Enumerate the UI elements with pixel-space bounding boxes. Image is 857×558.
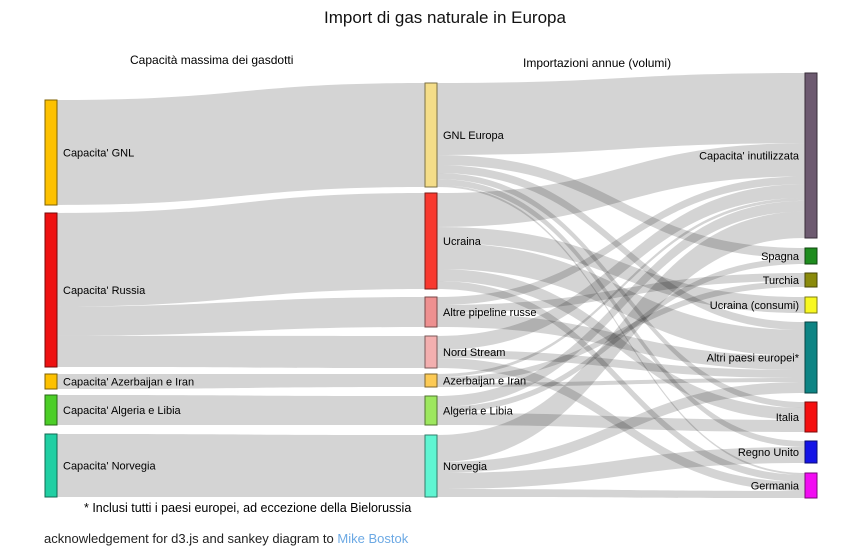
sankey-link-gnl_europa-altri_paesi xyxy=(437,165,805,330)
sankey-node-cap_norvegia[interactable] xyxy=(44,433,58,498)
sankey-link-aziran-turchia xyxy=(437,281,805,383)
page-title: Import di gas naturale in Europa xyxy=(324,8,566,27)
sankey-node-aziran[interactable] xyxy=(424,373,438,388)
sankey-link-gnl_europa-spagna xyxy=(437,155,805,258)
node-label-regno_unito: Regno Unito xyxy=(738,447,799,459)
right-column-header: Importazioni annue (volumi) xyxy=(523,56,672,70)
sankey-node-ucraina[interactable] xyxy=(424,192,438,290)
sankey-node-algeria[interactable] xyxy=(424,395,438,426)
node-label-ucraina: Ucraina xyxy=(443,236,482,248)
sankey-node-cap_algeria[interactable] xyxy=(44,394,58,426)
sankey-node-turchia[interactable] xyxy=(804,272,818,288)
footnote: * Inclusi tutti i paesi europei, ad ecce… xyxy=(84,501,412,515)
sankey-link-nord_stream-germania xyxy=(437,358,805,491)
sankey-link-gnl_europa-italia xyxy=(437,173,805,408)
sankey-node-norvegia[interactable] xyxy=(424,434,438,498)
sankey-node-gnl_europa[interactable] xyxy=(424,82,438,188)
sankey-link-ucraina-italia xyxy=(437,269,805,420)
sankey-link-aziran-inutilizzata xyxy=(437,197,805,377)
node-label-germania: Germania xyxy=(751,481,800,493)
sankey-link-gnl_europa-germania xyxy=(437,185,805,475)
sankey-link-altre_russe-inutilizzata xyxy=(437,176,805,305)
sankey-link-norvegia-germania xyxy=(437,489,805,498)
sankey-node-cap_gnl[interactable] xyxy=(44,99,58,206)
node-label-altri_paesi: Altri paesi europei* xyxy=(707,353,800,365)
sankey-node-cap_aziran[interactable] xyxy=(44,373,58,390)
node-label-italia: Italia xyxy=(776,412,800,424)
node-label-ucraina_consumi: Ucraina (consumi) xyxy=(710,300,799,312)
sankey-link-cap_algeria-algeria xyxy=(57,395,425,425)
sankey-node-inutilizzata[interactable] xyxy=(804,72,818,239)
sankey-link-ucraina-altri_paesi xyxy=(437,243,805,356)
sankey-link-cap_aziran-aziran xyxy=(57,374,425,389)
sankey-node-germania[interactable] xyxy=(804,472,818,499)
sankey-link-cap_gnl-gnl_europa xyxy=(57,83,425,205)
acknowledgement-link[interactable]: Mike Bostok xyxy=(337,531,409,546)
node-label-cap_algeria: Capacita' Algeria e Libia xyxy=(63,405,182,417)
node-label-altre_russe: Altre pipeline russe xyxy=(443,307,537,319)
sankey-node-altri_paesi[interactable] xyxy=(804,321,818,394)
left-column-header: Capacità massima dei gasdotti xyxy=(130,53,294,67)
sankey-link-nord_stream-altri_paesi xyxy=(437,350,805,378)
sankey-link-altre_russe-turchia xyxy=(437,273,805,313)
sankey-link-cap_russia-ucraina xyxy=(57,193,425,307)
node-label-cap_norvegia: Capacita' Norvegia xyxy=(63,461,156,473)
node-label-algeria: Algeria e Libia xyxy=(443,406,514,418)
sankey-link-ucraina-ucraina_consumi xyxy=(437,227,805,313)
acknowledgement: acknowledgement for d3.js and sankey dia… xyxy=(44,531,408,546)
node-label-aziran: Azerbaijan e Iran xyxy=(443,376,526,388)
node-label-cap_russia: Capacita' Russia xyxy=(63,285,146,297)
sankey-link-algeria-italia xyxy=(437,413,805,432)
node-label-gnl_europa: GNL Europa xyxy=(443,130,505,142)
sankey-link-nord_stream-inutilizzata xyxy=(437,184,805,350)
sankey-node-nord_stream[interactable] xyxy=(424,335,438,369)
sankey-link-ucraina-inutilizzata xyxy=(437,143,805,227)
sankey-link-ucraina-germania xyxy=(437,281,805,482)
node-label-turchia: Turchia xyxy=(763,275,800,287)
sankey-node-spagna[interactable] xyxy=(804,247,818,265)
sankey-link-aziran-altri_paesi xyxy=(437,378,805,387)
node-label-spagna: Spagna xyxy=(761,251,800,263)
sankey-link-cap_russia-altre_russe xyxy=(57,297,425,336)
sankey-link-cap_russia-nord_stream xyxy=(57,335,425,368)
sankey-link-algeria-inutilizzata xyxy=(437,200,805,407)
sankey-link-gnl_europa-regno_unito xyxy=(437,179,805,447)
sankey-link-norvegia-inutilizzata xyxy=(437,211,805,462)
node-label-norvegia: Norvegia xyxy=(443,461,488,473)
sankey-node-cap_russia[interactable] xyxy=(44,212,58,368)
sankey-node-altre_russe[interactable] xyxy=(424,296,438,328)
sankey-link-altre_russe-altri_paesi xyxy=(437,313,805,370)
node-label-cap_aziran: Capacita' Azerbaijan e Iran xyxy=(63,377,194,389)
sankey-link-cap_norvegia-norvegia xyxy=(57,434,425,497)
sankey-node-regno_unito[interactable] xyxy=(804,440,818,464)
sankey-link-norvegia-altri_paesi xyxy=(437,382,805,473)
sankey-node-italia[interactable] xyxy=(804,401,818,433)
sankey-link-algeria-spagna xyxy=(437,258,805,413)
node-label-cap_gnl: Capacita' GNL xyxy=(63,148,134,160)
sankey-link-norvegia-regno_unito xyxy=(437,447,805,489)
sankey-node-ucraina_consumi[interactable] xyxy=(804,296,818,314)
sankey-link-gnl_europa-inutilizzata xyxy=(437,73,805,155)
node-label-nord_stream: Nord Stream xyxy=(443,347,505,359)
acknowledgement-text: acknowledgement for d3.js and sankey dia… xyxy=(44,531,338,546)
node-label-inutilizzata: Capacita' inutilizzata xyxy=(699,151,800,163)
